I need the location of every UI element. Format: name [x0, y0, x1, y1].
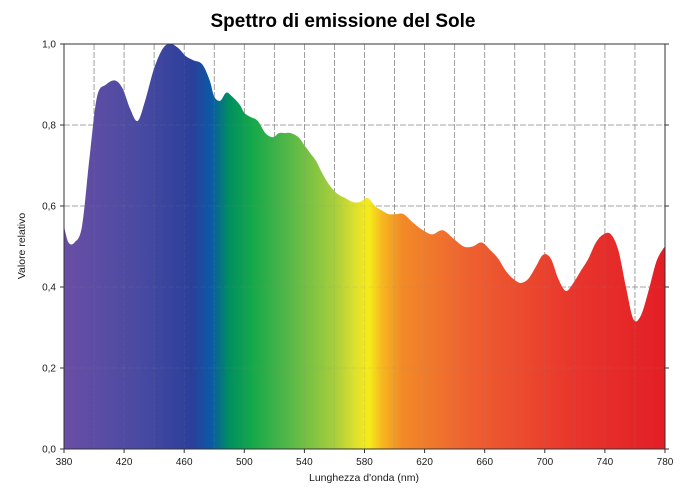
y-tick-label: 0,8 [42, 121, 56, 132]
x-tick-label: 540 [296, 457, 313, 468]
x-tick-label: 740 [597, 457, 614, 468]
x-axis-label: Lunghezza d'onda (nm) [309, 472, 419, 484]
y-tick-label: 1,0 [42, 40, 56, 51]
x-tick-label: 660 [476, 457, 493, 468]
x-tick-label: 380 [56, 457, 73, 468]
y-tick-label: 0,6 [42, 202, 56, 213]
y-tick-label: 0,4 [42, 283, 56, 294]
x-axis-ticks: 380 420 460 500 540 580 620 660 700 740 780 [56, 449, 674, 468]
x-tick-label: 620 [416, 457, 433, 468]
y-tick-label: 0,0 [42, 445, 56, 456]
grid-overlay [64, 44, 665, 449]
chart-title: Spettro di emissione del Sole [210, 11, 475, 32]
y-axis-label: Valore relativo [16, 213, 28, 279]
x-tick-label: 500 [236, 457, 253, 468]
x-tick-label: 460 [176, 457, 193, 468]
spectrum-area [64, 44, 665, 449]
x-tick-label: 780 [657, 457, 674, 468]
y-tick-label: 0,2 [42, 364, 56, 375]
y-axis-ticks: 0,0 0,2 0,4 0,6 0,8 1,0 [42, 40, 669, 456]
x-tick-label: 580 [356, 457, 373, 468]
x-tick-label: 700 [536, 457, 553, 468]
x-tick-label: 420 [116, 457, 133, 468]
